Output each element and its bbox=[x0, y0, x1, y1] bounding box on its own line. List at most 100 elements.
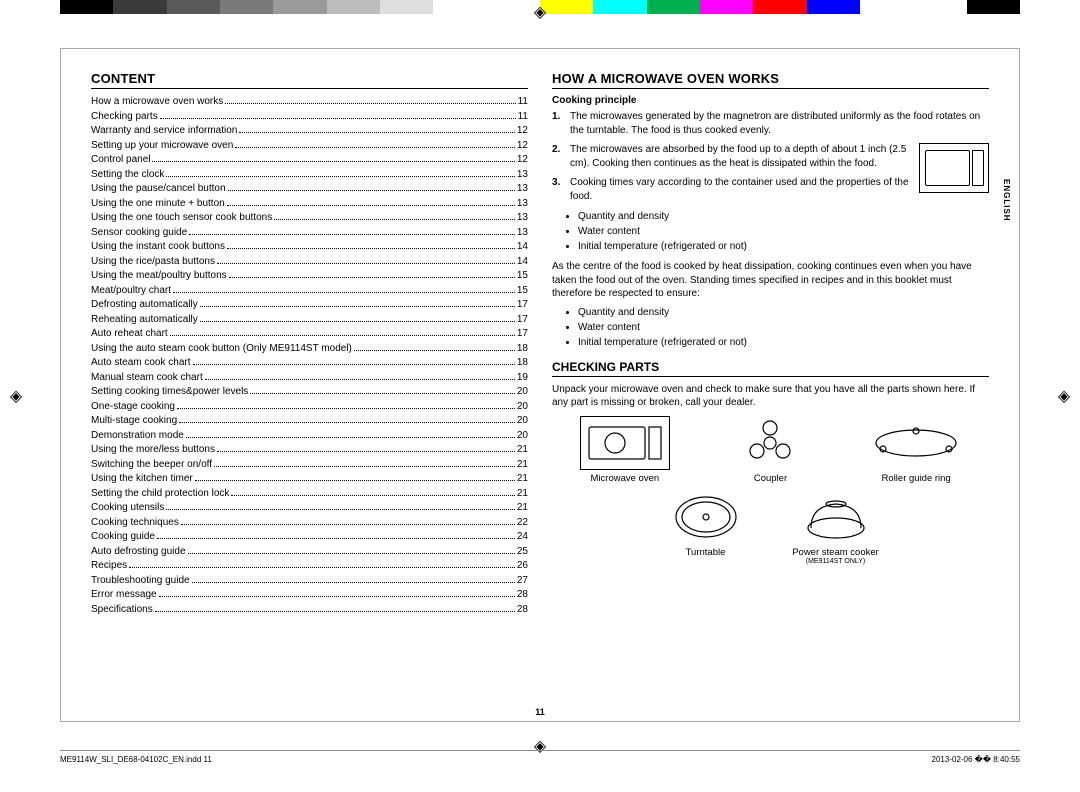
toc-page-number: 20 bbox=[517, 400, 528, 415]
toc-entry: Auto steam cook chart18 bbox=[91, 356, 528, 371]
toc-title: Demonstration mode bbox=[91, 429, 184, 444]
page-number: 11 bbox=[535, 707, 545, 717]
toc-title: One-stage cooking bbox=[91, 400, 175, 415]
toc-page-number: 20 bbox=[517, 385, 528, 400]
part-label: Turntable bbox=[656, 547, 756, 558]
parts-row-1: Microwave oven Coupler Roller guide ring bbox=[552, 416, 989, 484]
toc-leader-dots bbox=[227, 205, 515, 206]
toc-title: Recipes bbox=[91, 559, 127, 574]
toc-leader-dots bbox=[228, 190, 515, 191]
toc-entry: Switching the beeper on/off21 bbox=[91, 458, 528, 473]
toc-entry: Cooking techniques22 bbox=[91, 516, 528, 531]
toc-page-number: 25 bbox=[517, 545, 528, 560]
language-tab: ENGLISH bbox=[1002, 179, 1011, 222]
list-item: Quantity and density bbox=[578, 305, 989, 320]
toc-entry: Setting the child protection lock21 bbox=[91, 487, 528, 502]
toc-leader-dots bbox=[231, 495, 514, 496]
principle-list: 1. The microwaves generated by the magne… bbox=[552, 110, 989, 203]
toc-title: Specifications bbox=[91, 603, 153, 618]
toc-entry: Error message28 bbox=[91, 588, 528, 603]
part-label: Microwave oven bbox=[575, 473, 675, 484]
toc-entry: Using the one minute + button13 bbox=[91, 197, 528, 212]
toc-page-number: 14 bbox=[517, 255, 528, 270]
toc-title: Checking parts bbox=[91, 110, 158, 125]
toc-page-number: 13 bbox=[517, 211, 528, 226]
toc-title: Cooking utensils bbox=[91, 501, 164, 516]
toc-title: Sensor cooking guide bbox=[91, 226, 187, 241]
list-item: Quantity and density bbox=[578, 209, 989, 224]
toc-leader-dots bbox=[250, 393, 515, 394]
toc-leader-dots bbox=[239, 132, 515, 133]
toc-title: Meat/poultry chart bbox=[91, 284, 171, 299]
toc-leader-dots bbox=[229, 277, 515, 278]
toc-leader-dots bbox=[192, 582, 515, 583]
toc-page-number: 12 bbox=[517, 139, 528, 154]
part-roller-ring: Roller guide ring bbox=[866, 416, 966, 484]
toc-page-number: 27 bbox=[517, 574, 528, 589]
toc-title: Setting cooking times&power levels bbox=[91, 385, 248, 400]
toc-page-number: 12 bbox=[517, 124, 528, 139]
toc-entry: Manual steam cook chart19 bbox=[91, 371, 528, 386]
toc-title: Using the auto steam cook button (Only M… bbox=[91, 342, 352, 357]
registration-mark-icon: ◈ bbox=[1056, 388, 1072, 404]
toc-leader-dots bbox=[225, 103, 515, 104]
toc-leader-dots bbox=[235, 147, 515, 148]
microwave-icon bbox=[580, 416, 670, 470]
content-heading: CONTENT bbox=[91, 71, 528, 89]
part-steam-cooker: Power steam cooker (ME9114ST ONLY) bbox=[786, 490, 886, 565]
toc-leader-dots bbox=[189, 234, 515, 235]
toc-title: Multi-stage cooking bbox=[91, 414, 177, 429]
principle-item: 2. The microwaves are absorbed by the fo… bbox=[552, 143, 913, 170]
toc-leader-dots bbox=[354, 350, 515, 351]
toc-title: Using the kitchen timer bbox=[91, 472, 193, 487]
footer-file: ME9114W_SLI_DE68-04102C_EN.indd 11 bbox=[60, 755, 212, 764]
toc-page-number: 21 bbox=[517, 443, 528, 458]
toc-leader-dots bbox=[200, 306, 515, 307]
list-number: 1. bbox=[552, 110, 564, 137]
parts-row-2: Turntable Power steam cooker (ME9114ST O… bbox=[552, 490, 989, 565]
toc-title: Using the one touch sensor cook buttons bbox=[91, 211, 272, 226]
toc-entry: Cooking guide24 bbox=[91, 530, 528, 545]
toc-page-number: 12 bbox=[517, 153, 528, 168]
part-label: Power steam cooker bbox=[786, 547, 886, 558]
toc-leader-dots bbox=[170, 335, 515, 336]
toc-leader-dots bbox=[155, 611, 515, 612]
steam-cooker-icon bbox=[791, 490, 881, 544]
toc-page-number: 18 bbox=[517, 356, 528, 371]
toc-entry: One-stage cooking 20 bbox=[91, 400, 528, 415]
right-column: HOW A MICROWAVE OVEN WORKS Cooking princ… bbox=[552, 71, 989, 711]
principle-item: 1. The microwaves generated by the magne… bbox=[552, 110, 989, 137]
toc-page-number: 28 bbox=[517, 588, 528, 603]
toc-page-number: 13 bbox=[517, 226, 528, 241]
toc-entry: How a microwave oven works11 bbox=[91, 95, 528, 110]
toc-leader-dots bbox=[181, 524, 515, 525]
principle-text: Cooking times vary according to the cont… bbox=[570, 176, 913, 203]
toc-leader-dots bbox=[200, 321, 515, 322]
part-sublabel: (ME9114ST ONLY) bbox=[786, 558, 886, 565]
roller-ring-icon bbox=[871, 416, 961, 470]
toc-leader-dots bbox=[193, 364, 515, 365]
toc-title: Troubleshooting guide bbox=[91, 574, 190, 589]
part-label: Coupler bbox=[720, 473, 820, 484]
toc-leader-dots bbox=[186, 437, 515, 438]
toc-entry: Cooking utensils21 bbox=[91, 501, 528, 516]
toc-entry: Setting up your microwave oven12 bbox=[91, 139, 528, 154]
toc-title: Setting the clock bbox=[91, 168, 164, 183]
toc-entry: Auto reheat chart17 bbox=[91, 327, 528, 342]
list-item: Water content bbox=[578, 224, 989, 239]
left-column: CONTENT How a microwave oven works11Chec… bbox=[91, 71, 528, 711]
toc-title: Auto defrosting guide bbox=[91, 545, 186, 560]
toc-leader-dots bbox=[166, 509, 515, 510]
toc-entry: Meat/poultry chart15 bbox=[91, 284, 528, 299]
table-of-contents: How a microwave oven works11Checking par… bbox=[91, 95, 528, 617]
toc-title: Using the rice/pasta buttons bbox=[91, 255, 215, 270]
toc-page-number: 14 bbox=[517, 240, 528, 255]
toc-leader-dots bbox=[159, 596, 515, 597]
toc-leader-dots bbox=[195, 480, 515, 481]
principle-text: The microwaves are absorbed by the food … bbox=[570, 143, 913, 170]
toc-page-number: 18 bbox=[517, 342, 528, 357]
toc-entry: Setting the clock13 bbox=[91, 168, 528, 183]
page-frame: ENGLISH CONTENT How a microwave oven wor… bbox=[60, 48, 1020, 722]
coupler-icon bbox=[725, 416, 815, 470]
part-coupler: Coupler bbox=[720, 416, 820, 484]
